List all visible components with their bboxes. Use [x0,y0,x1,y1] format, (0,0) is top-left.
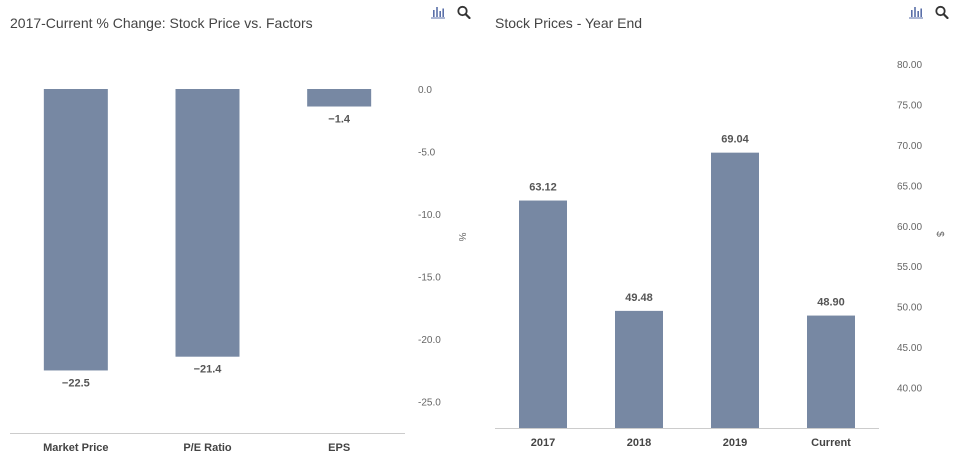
bar [711,152,759,428]
y-tick-label: -20.0 [418,335,441,346]
bar [615,310,663,428]
y-tick-label: 60.00 [897,222,922,233]
search-icon[interactable] [456,5,472,19]
bar [307,89,372,107]
bar [807,315,855,428]
x-tick-label: Market Price [43,442,108,454]
y-tick-label: 0.0 [418,85,432,96]
chart-title: 2017-Current % Change: Stock Price vs. F… [10,15,313,31]
y-tick-label: 55.00 [897,262,922,273]
data-label: 69.04 [721,134,749,146]
data-label: −21.4 [194,364,223,376]
bar [519,200,567,428]
x-tick-label: 2019 [723,437,747,449]
data-label: −1.4 [328,114,351,126]
x-tick-label: Current [811,437,851,449]
change-bar-chart: −22.5 Market Price −21.4 P/E Ratio −1.4 EPS 0.… [10,85,467,454]
x-tick-label: 2017 [531,437,555,449]
chart-toolbar [430,5,472,19]
y-axis-label: % [456,233,467,242]
search-icon[interactable] [934,5,950,19]
y-tick-label: 45.00 [897,343,922,354]
price-bar-chart: 63.12 2017 49.48 2018 69.04 2019 48.90 Current 4… [495,60,945,449]
data-label: 48.90 [817,297,845,309]
chart-toolbar [908,5,950,19]
y-tick-label: 80.00 [897,60,922,71]
data-label: 49.48 [625,292,653,304]
y-axis-label: $ [934,231,945,237]
y-tick-label: 70.00 [897,141,922,152]
bar [175,89,240,357]
bar-chart-icon[interactable] [430,5,446,19]
x-tick-label: 2018 [627,437,651,449]
y-tick-label: -25.0 [418,398,441,409]
x-tick-label: EPS [328,442,350,454]
chart-panel-prices: Stock Prices - Year End 63.12 2017 49.48 20… [480,0,959,459]
y-tick-label: 65.00 [897,181,922,192]
bar [43,89,108,371]
bar-chart-icon[interactable] [908,5,924,19]
y-tick-label: -15.0 [418,273,441,284]
y-tick-label: -5.0 [418,148,436,159]
chart-title: Stock Prices - Year End [495,15,643,31]
data-label: −22.5 [62,377,90,389]
y-tick-label: 40.00 [897,384,922,395]
chart-panel-change: 2017-Current % Change: Stock Price vs. F… [10,5,472,454]
y-tick-label: 75.00 [897,100,922,111]
y-tick-label: 50.00 [897,303,922,314]
data-label: 63.12 [529,182,557,194]
y-tick-label: -10.0 [418,210,441,221]
x-tick-label: P/E Ratio [183,442,232,454]
